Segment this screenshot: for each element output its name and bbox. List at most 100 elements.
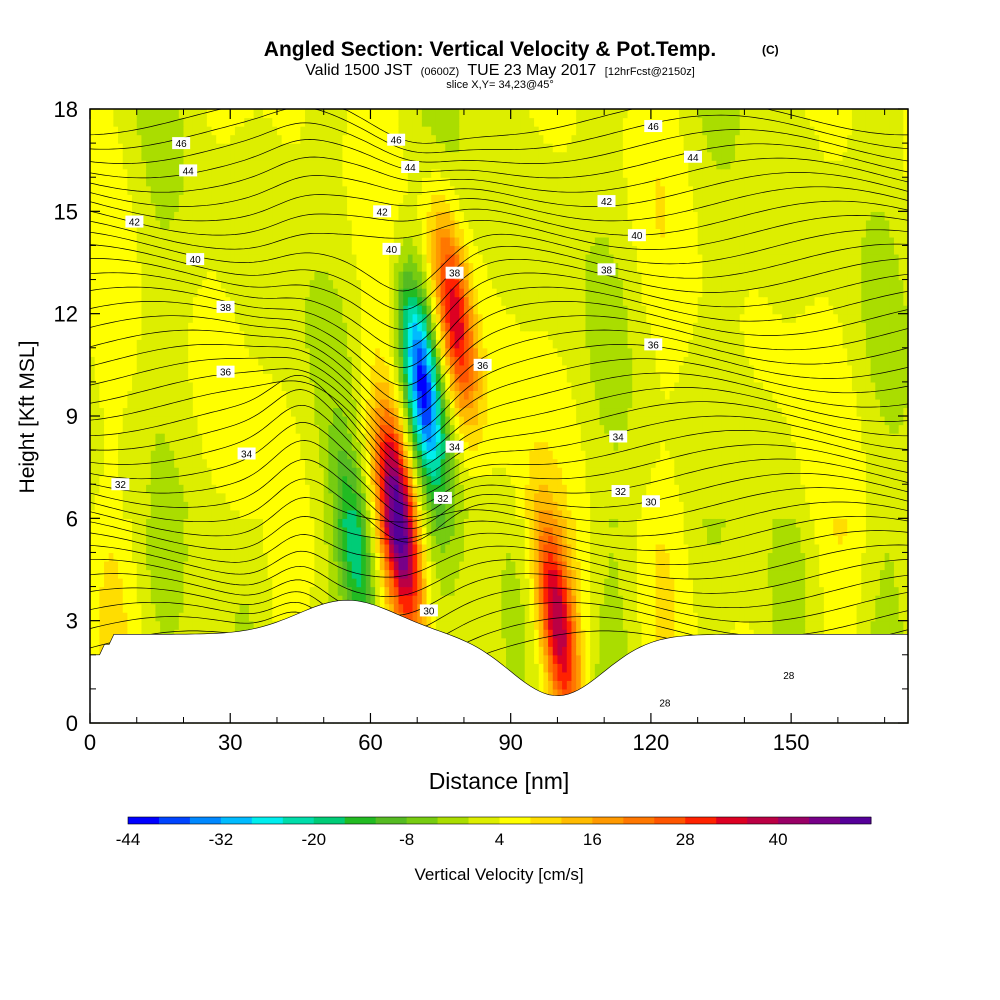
- colorbar-tick-label: -20: [301, 830, 326, 849]
- isentrope-line: [89, 243, 909, 311]
- isentrope-line: [89, 343, 909, 434]
- colorbar-swatch: [747, 817, 779, 824]
- colorbar-swatch: [344, 817, 377, 824]
- colorbar-swatch: [623, 817, 655, 824]
- isentrope-label: 36: [216, 365, 235, 379]
- isentrope-label: 42: [597, 195, 616, 208]
- colorbar-tick-label: -44: [116, 830, 141, 849]
- colorbar-swatch: [406, 817, 439, 824]
- isentrope-line: [89, 530, 909, 566]
- colorbar-swatch: [530, 817, 562, 824]
- isentrope-line: [89, 200, 909, 236]
- colorbar-swatch: [313, 817, 346, 824]
- isentrope-line: [89, 122, 909, 164]
- y-tick-label: 3: [66, 609, 78, 634]
- colorbar-swatch: [654, 817, 686, 824]
- colorbar-swatch: [437, 817, 470, 824]
- colorbar-swatch: [809, 817, 841, 824]
- colorbar: -44 -32 -20 -8 4 16 28 40: [116, 816, 872, 849]
- x-tick-label: 30: [218, 730, 242, 755]
- isentrope-line: [89, 515, 909, 551]
- colorbar-swatch: [375, 817, 408, 824]
- isentrope-label: 38: [597, 263, 616, 276]
- chart-title: Angled Section: Vertical Velocity & Pot.…: [264, 38, 716, 61]
- isentrope-line: [90, 258, 909, 330]
- isentrope-line: [89, 404, 909, 497]
- subtitle-date: TUE 23 May 2017: [467, 62, 596, 79]
- isentrope-line: [89, 139, 909, 179]
- isentrope-label: 46: [387, 133, 406, 147]
- isentrope-label: 40: [627, 229, 646, 242]
- isentrope-line: [89, 497, 909, 537]
- y-axis-label: Height [Kft MSL]: [16, 341, 39, 494]
- isentrope-line: [89, 156, 909, 193]
- colorbar-swatch: [499, 817, 531, 824]
- x-tick-label: 120: [633, 730, 670, 755]
- colorbar-swatch: [685, 817, 717, 824]
- isentrope-label: 32: [433, 491, 452, 505]
- isentrope-label: 34: [609, 430, 628, 443]
- isentrope-line: [89, 478, 909, 543]
- isentrope-line: [89, 108, 909, 154]
- x-tick-label: 90: [498, 730, 522, 755]
- isentrope-line: [89, 215, 909, 250]
- isentrope-line: [89, 186, 909, 222]
- isentrope-line: [89, 357, 909, 447]
- colorbar-swatch: [468, 817, 500, 824]
- colorbar-swatch: [158, 817, 191, 824]
- isentrope-label: 38: [445, 266, 464, 280]
- isentrope-label: 40: [186, 253, 205, 266]
- colorbar-tick-label: 16: [583, 830, 602, 849]
- x-tick-label: 60: [358, 730, 382, 755]
- colorbar-swatch: [128, 817, 160, 824]
- isentrope-label: 42: [125, 215, 144, 229]
- isentrope-label: 34: [445, 440, 464, 454]
- isentrope-label: 28: [779, 669, 798, 682]
- slice-label: slice X,Y= 34,23@45°: [446, 79, 554, 91]
- chart-subtitle: Valid 1500 JST (0600Z) TUE 23 May 2017 […: [305, 62, 695, 79]
- subtitle-utc: (0600Z): [421, 66, 460, 78]
- colorbar-swatch: [561, 817, 593, 824]
- terrain-mask: [89, 599, 909, 724]
- colorbar-swatch: [592, 817, 624, 824]
- isentrope-line: [89, 172, 909, 207]
- isentrope-label: 32: [611, 485, 630, 498]
- colorbar-label: Vertical Velocity [cm/s]: [414, 865, 583, 884]
- isentrope-label: 40: [382, 242, 401, 256]
- isentrope-line: [89, 440, 909, 518]
- isentrope-label: 28: [655, 696, 674, 710]
- isentrope-label: 46: [172, 137, 191, 150]
- x-tick-label: 150: [773, 730, 810, 755]
- y-tick-label: 12: [54, 302, 78, 327]
- subtitle-valid: Valid 1500 JST: [305, 62, 413, 79]
- isentrope-label: 38: [216, 300, 235, 314]
- colorbar-swatch: [778, 817, 810, 824]
- isentrope-line: [89, 374, 908, 479]
- isentrope-line: [89, 587, 909, 635]
- colorbar-swatch: [220, 817, 253, 824]
- isentrope-line: [89, 389, 909, 488]
- colorbar-tick-label: -32: [209, 830, 234, 849]
- isentrope-line: [89, 380, 909, 469]
- chart-title-tag: (C): [762, 43, 779, 57]
- colorbar-tick-label: 40: [769, 830, 788, 849]
- isentrope-line: [89, 459, 909, 530]
- subtitle-fcst: [12hrFcst@2150z]: [605, 66, 695, 78]
- isentrope-line: [89, 573, 909, 617]
- isentrope-line: [89, 422, 909, 507]
- isentrope-line: [89, 229, 909, 292]
- isentrope-labels: 46 46 46 44 44 44 42 42 42 40 40 40 38 38 38 36 36 36 34 34…: [111, 120, 798, 710]
- colorbar-tick-label: 28: [676, 830, 695, 849]
- isentrope-label: 42: [373, 205, 392, 218]
- colorbar-tick-label: 4: [495, 830, 504, 849]
- colorbar-swatch: [840, 817, 872, 824]
- colorbar-tick-label: -8: [399, 830, 414, 849]
- colorbar-swatch: [282, 817, 315, 824]
- y-tick-label: 9: [66, 404, 78, 429]
- colorbar-swatch: [189, 817, 222, 824]
- isentrope-label: 44: [179, 164, 198, 177]
- y-tick-label: 15: [54, 199, 78, 224]
- isentrope-label: 32: [111, 478, 130, 491]
